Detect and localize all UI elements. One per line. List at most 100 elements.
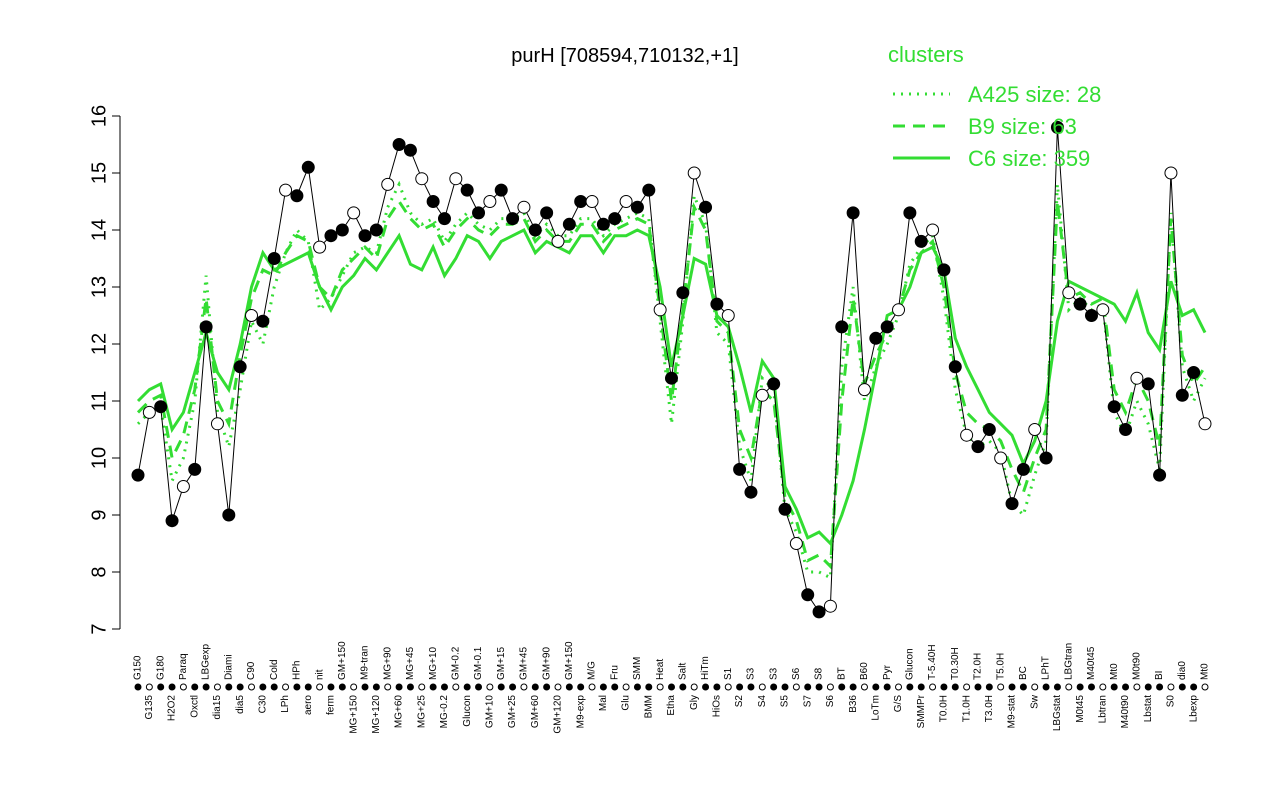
rug-dot xyxy=(951,683,959,691)
x-tick-label: S6 xyxy=(791,667,802,680)
point xyxy=(1119,423,1133,436)
rug-dot xyxy=(1201,683,1209,691)
rug-dot xyxy=(1053,683,1061,691)
rug-dot xyxy=(236,683,244,691)
rug-dot xyxy=(304,683,312,691)
point xyxy=(642,183,656,197)
rug-dot xyxy=(736,683,744,691)
x-tick-label: LBGexp xyxy=(201,643,212,680)
x-tick-label: T3.0H xyxy=(984,695,995,722)
point xyxy=(903,206,917,220)
point xyxy=(449,172,463,186)
rug-dot xyxy=(1133,683,1141,691)
rug-dot xyxy=(815,683,823,691)
rug-dot xyxy=(1019,683,1027,691)
point xyxy=(1039,451,1053,465)
x-tick-label: Mal xyxy=(598,695,609,711)
x-tick-label: GM+25 xyxy=(507,695,518,729)
x-tick-label: Diami xyxy=(223,654,234,680)
x-tick-label: LBGstat xyxy=(1052,695,1063,731)
rug-dot xyxy=(1178,683,1186,691)
y-tick-label: 14 xyxy=(88,219,110,241)
rug-dot xyxy=(1099,683,1107,691)
point xyxy=(574,195,588,208)
legend-label: B9 size: 63 xyxy=(968,114,1077,139)
point xyxy=(358,229,372,243)
x-tick-label: M9-stat xyxy=(1007,695,1018,729)
rug-dot xyxy=(1190,683,1198,691)
point xyxy=(869,331,883,345)
rug-dot xyxy=(599,683,607,691)
x-tick-label: GM+150 xyxy=(337,641,348,680)
point xyxy=(381,177,395,191)
point xyxy=(608,212,622,226)
point xyxy=(540,206,554,220)
x-tick-label: S3 xyxy=(768,667,779,680)
rug-dot xyxy=(906,683,914,691)
point xyxy=(857,383,871,397)
point xyxy=(835,320,849,334)
rug-dot xyxy=(883,683,891,691)
y-tick-label: 13 xyxy=(88,276,110,298)
x-tick-label: S3 xyxy=(746,667,757,680)
rug-dot xyxy=(531,683,539,691)
x-tick-label: GM+60 xyxy=(530,695,541,729)
point xyxy=(460,183,474,197)
x-tick-label: dia15 xyxy=(212,695,223,720)
point xyxy=(1164,166,1178,180)
x-tick-label: Lbexp xyxy=(1188,695,1199,723)
point xyxy=(1187,366,1201,379)
rug-dot xyxy=(895,683,903,691)
point xyxy=(562,217,576,231)
point xyxy=(892,303,906,317)
rug-dot xyxy=(985,683,993,691)
x-tick-label: S4 xyxy=(757,695,768,708)
rug-dot xyxy=(440,683,448,691)
x-tick-label: S8 xyxy=(814,667,825,680)
x-tick-label: GM+15 xyxy=(496,646,507,680)
rug-dot xyxy=(622,683,630,691)
x-tick-label: M0t90 xyxy=(1132,652,1143,680)
rug-dot xyxy=(270,683,278,691)
point xyxy=(619,195,633,208)
x-tick-label: dia5 xyxy=(235,695,246,714)
y-tick-label: 16 xyxy=(88,105,110,127)
rug-dot xyxy=(1087,683,1095,691)
point xyxy=(801,588,815,602)
point xyxy=(1198,417,1212,431)
rug-dot xyxy=(1110,683,1118,691)
rug-dot xyxy=(668,683,675,691)
point xyxy=(982,423,996,436)
x-tick-label: Pyr xyxy=(882,664,893,680)
point xyxy=(721,309,735,322)
point xyxy=(222,508,236,522)
point xyxy=(630,200,644,214)
point xyxy=(1153,468,1167,482)
rug-dot xyxy=(565,683,573,691)
point xyxy=(426,195,440,208)
point xyxy=(1073,297,1087,311)
x-tick-label: T0.30H xyxy=(950,647,961,680)
point xyxy=(154,400,168,414)
point xyxy=(1050,120,1064,134)
x-tick-label: T1.0H xyxy=(961,695,972,722)
rug-dot xyxy=(713,683,721,691)
rug-dot xyxy=(747,683,755,691)
x-tick-label: M40t90 xyxy=(1120,695,1131,729)
point xyxy=(279,183,293,197)
x-tick-label: LBGtran xyxy=(1063,643,1074,680)
x-tick-label: nit xyxy=(314,669,325,680)
point xyxy=(176,480,190,493)
x-tick-label: Glu xyxy=(621,695,632,711)
rug-dot xyxy=(327,683,335,691)
rug-dot xyxy=(633,683,641,691)
y-tick-label: 9 xyxy=(88,509,110,520)
x-tick-label: M/G xyxy=(587,661,598,680)
point xyxy=(142,405,156,419)
x-tick-label: GM-0.1 xyxy=(473,646,484,680)
rug-dot xyxy=(1031,683,1039,691)
rug-dot xyxy=(997,683,1005,691)
x-tick-label: S2 xyxy=(734,695,745,708)
point xyxy=(551,234,565,248)
